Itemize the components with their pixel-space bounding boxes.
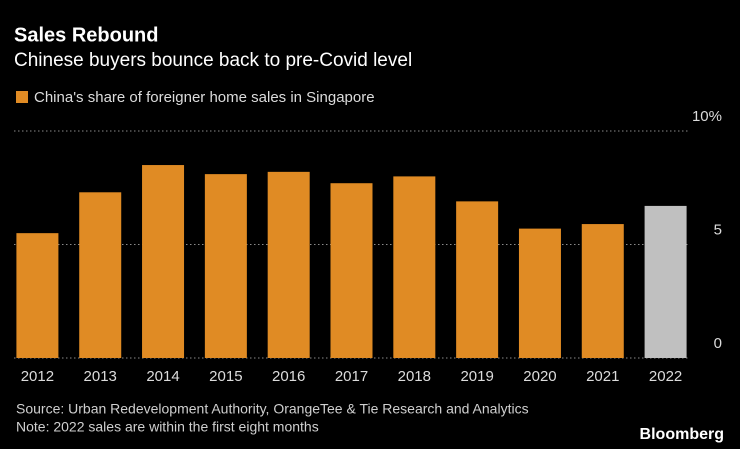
bar <box>16 233 59 358</box>
chart-title: Sales Rebound <box>14 24 158 46</box>
bar <box>456 201 499 358</box>
brand: Bloomberg <box>640 426 724 443</box>
bar <box>518 228 561 358</box>
x-tick-label: 2012 <box>21 368 54 385</box>
x-tick-label: 2013 <box>84 368 117 385</box>
bar <box>79 192 122 358</box>
source: Source: Urban Redevelopment Authority, O… <box>16 401 529 417</box>
bar <box>644 205 687 358</box>
y-tick-label: 0 <box>714 335 722 352</box>
legend-swatch <box>16 91 28 103</box>
chart-subtitle: Chinese buyers bounce back to pre-Covid … <box>14 50 412 71</box>
bar <box>393 176 436 358</box>
bar <box>267 171 310 358</box>
bar <box>142 165 185 358</box>
x-tick-label: 2020 <box>523 368 556 385</box>
x-tick-label: 2022 <box>649 368 682 385</box>
x-tick-label: 2016 <box>272 368 305 385</box>
bar <box>330 183 373 358</box>
legend-label: China's share of foreigner home sales in… <box>34 89 375 106</box>
bar <box>204 174 247 358</box>
y-tick-label: 10% <box>692 108 722 125</box>
x-tick-label: 2015 <box>209 368 242 385</box>
x-tick-label: 2017 <box>335 368 368 385</box>
x-tick-label: 2018 <box>398 368 431 385</box>
x-tick-label: 2021 <box>586 368 619 385</box>
y-tick-label: 5 <box>714 221 722 238</box>
x-tick-label: 2014 <box>146 368 179 385</box>
note: Note: 2022 sales are within the first ei… <box>16 419 319 435</box>
x-tick-label: 2019 <box>460 368 493 385</box>
bar <box>581 224 624 358</box>
